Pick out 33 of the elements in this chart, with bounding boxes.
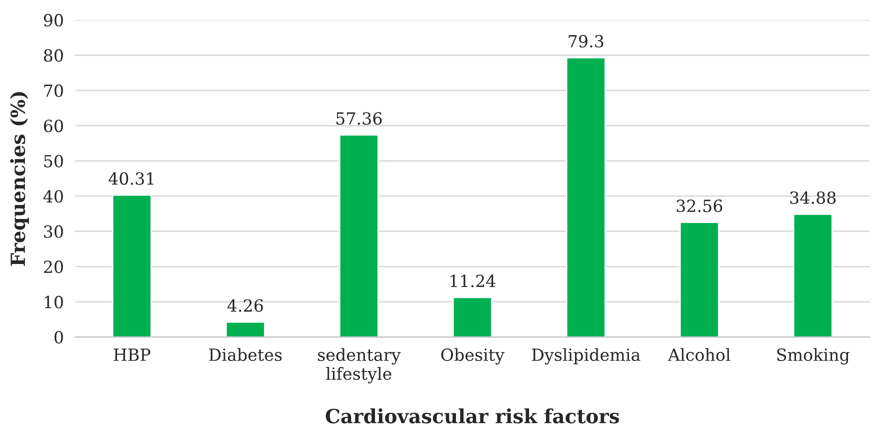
bar bbox=[338, 134, 379, 338]
y-tick-label: 0 bbox=[54, 330, 63, 344]
x-tick-label: Dyslipidemia bbox=[532, 348, 640, 365]
x-axis-title: Cardiovascular risk factors bbox=[326, 408, 620, 424]
x-tick-label: Smoking bbox=[777, 348, 850, 365]
y-tick-label: 30 bbox=[44, 225, 63, 238]
bar bbox=[566, 56, 606, 338]
data-label: 40.31 bbox=[108, 172, 154, 185]
data-label: 34.88 bbox=[790, 191, 836, 204]
data-label: 32.56 bbox=[676, 200, 722, 212]
data-label: 11.24 bbox=[450, 274, 496, 288]
bar bbox=[112, 194, 152, 338]
y-tick-label: 20 bbox=[44, 260, 63, 274]
y-tick-label: 40 bbox=[43, 190, 63, 203]
y-axis-title: Frequencies (%) bbox=[10, 92, 29, 266]
x-tick-label: Obesity bbox=[441, 348, 504, 365]
y-tick-label: 70 bbox=[44, 84, 63, 97]
y-tick-label: 90 bbox=[44, 14, 63, 27]
x-tick-label: sedentary lifestyle bbox=[318, 348, 401, 384]
y-tick-label: 80 bbox=[44, 49, 63, 62]
x-tick-label: Alcohol bbox=[668, 348, 730, 362]
x-tick-label: HBP bbox=[114, 348, 150, 361]
bar bbox=[452, 296, 492, 338]
bar bbox=[225, 321, 266, 338]
data-label: 79.3 bbox=[568, 34, 604, 48]
x-tick-label: Diabetes bbox=[209, 348, 282, 362]
y-tick-label: 10 bbox=[44, 296, 63, 308]
bar bbox=[792, 213, 833, 338]
y-tick-label: 60 bbox=[44, 120, 63, 132]
data-label: 57.36 bbox=[336, 112, 382, 125]
data-label: 4.26 bbox=[227, 299, 263, 312]
y-tick-label: 50 bbox=[44, 154, 63, 168]
bar bbox=[679, 222, 720, 338]
